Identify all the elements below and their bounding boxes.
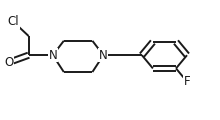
Text: N: N [48, 49, 57, 62]
Text: N: N [99, 49, 108, 62]
Text: F: F [184, 75, 190, 88]
Text: O: O [4, 56, 13, 69]
Text: Cl: Cl [7, 15, 19, 28]
